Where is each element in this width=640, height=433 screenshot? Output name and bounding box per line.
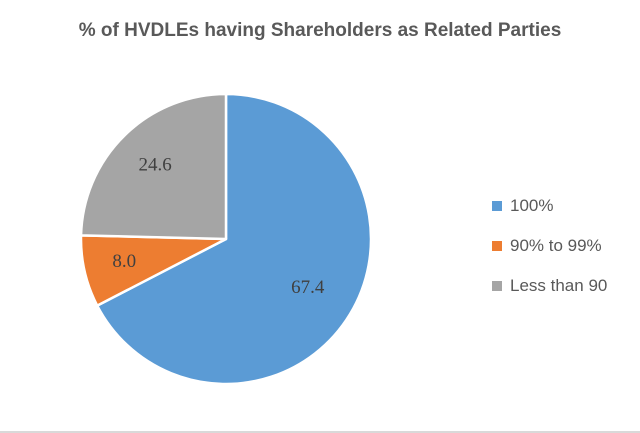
legend-label-100: 100% xyxy=(510,196,554,215)
legend-swatch-100 xyxy=(492,201,502,211)
chart-legend: 100% 90% to 99% Less than 90 xyxy=(492,186,607,306)
chart-title: % of HVDLEs having Shareholders as Relat… xyxy=(78,20,562,41)
data-label-100: 67.4 xyxy=(291,277,325,298)
legend-item-90-to-99: 90% to 99% xyxy=(492,226,607,266)
pie-slices xyxy=(79,92,373,386)
legend-label-90-to-99: 90% to 99% xyxy=(510,236,602,255)
slice-100 xyxy=(95,92,373,386)
legend-item-less-than-90: Less than 90 xyxy=(492,266,607,306)
legend-item-100: 100% xyxy=(492,186,607,226)
data-label-90-to-99: 8.0 xyxy=(112,251,136,272)
legend-swatch-90-to-99 xyxy=(492,241,502,251)
pie-data-labels: 67.4 8.0 24.6 xyxy=(112,155,324,298)
data-label-less-than-90: 24.6 xyxy=(138,155,171,176)
legend-label-less-than-90: Less than 90 xyxy=(510,276,608,295)
legend-swatch-less-than-90 xyxy=(492,281,502,291)
slice-less-than-90 xyxy=(79,92,228,241)
